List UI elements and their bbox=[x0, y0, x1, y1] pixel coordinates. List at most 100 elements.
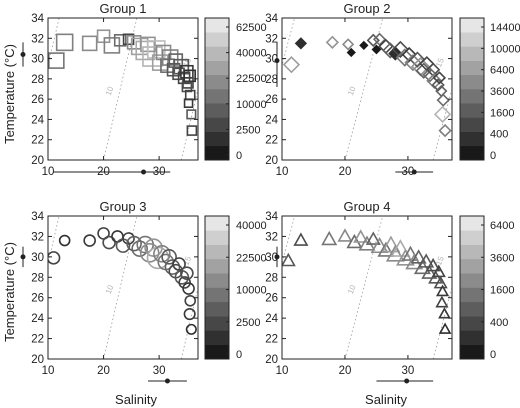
colorbar-segment bbox=[205, 258, 229, 274]
data-point bbox=[111, 230, 124, 243]
x-tick-label: 10 bbox=[42, 166, 55, 178]
data-point bbox=[337, 228, 353, 242]
y-axis-label-top: Temperature (°C) bbox=[2, 44, 17, 144]
data-point bbox=[435, 284, 450, 297]
colorbar-segment bbox=[205, 60, 229, 76]
data-point bbox=[391, 40, 410, 59]
y-tick-label: 28 bbox=[31, 74, 44, 86]
y-tick-label: 28 bbox=[265, 74, 278, 86]
colorbar-tick-label: 10000 bbox=[236, 285, 267, 297]
data-point bbox=[426, 72, 443, 90]
data-point bbox=[353, 229, 369, 243]
colorbar-segment bbox=[205, 316, 229, 331]
colorbar-segment bbox=[205, 230, 229, 245]
y-mean-marker bbox=[274, 254, 280, 260]
data-point bbox=[433, 275, 448, 289]
contour-line bbox=[180, 285, 198, 359]
data-point bbox=[178, 276, 191, 289]
colorbar-segment bbox=[205, 103, 229, 118]
data-point bbox=[183, 308, 196, 321]
data-point bbox=[390, 239, 411, 257]
data-point bbox=[377, 241, 395, 257]
data-point bbox=[282, 252, 296, 267]
colorbar-frame bbox=[459, 17, 485, 161]
data-point bbox=[341, 38, 355, 51]
contour-label: 10 bbox=[346, 85, 358, 97]
data-point bbox=[172, 257, 186, 271]
y-tick-label: 30 bbox=[31, 252, 44, 264]
data-point bbox=[428, 270, 444, 284]
colorbar-segment bbox=[205, 117, 229, 132]
colorbar-tick-label: 6400 bbox=[490, 220, 514, 232]
x-mean-marker bbox=[141, 169, 147, 175]
colorbar-segment bbox=[460, 258, 484, 274]
colorbar-segment bbox=[460, 18, 484, 33]
data-point bbox=[153, 244, 171, 263]
y-mean-marker bbox=[20, 254, 26, 260]
colorbar-segment bbox=[460, 117, 484, 132]
data-points bbox=[48, 227, 197, 335]
data-point bbox=[164, 259, 181, 275]
x-axis-label-right: Salinity bbox=[365, 392, 407, 407]
panel-title: Group 1 bbox=[100, 1, 147, 16]
colorbar-segment bbox=[460, 89, 484, 104]
data-point bbox=[435, 295, 449, 308]
y-axis-label-bottom: Temperature (°C) bbox=[2, 242, 17, 342]
y-mean-marker bbox=[20, 52, 26, 58]
panel-title: Group 4 bbox=[344, 199, 391, 214]
data-point bbox=[438, 322, 452, 334]
contour-label: 15 bbox=[182, 56, 194, 68]
y-mean-marker bbox=[274, 58, 280, 64]
colorbar-segment bbox=[460, 273, 484, 288]
x-tick-label: 20 bbox=[339, 365, 352, 377]
y-tick-label: 24 bbox=[265, 114, 278, 126]
data-point bbox=[436, 93, 450, 107]
data-point bbox=[431, 78, 445, 92]
data-point bbox=[282, 56, 301, 74]
colorbar-segment bbox=[460, 287, 484, 303]
y-tick-label: 26 bbox=[31, 293, 44, 305]
x-tick-label: 10 bbox=[42, 365, 55, 377]
data-point bbox=[131, 240, 148, 257]
data-point bbox=[182, 282, 195, 295]
colorbar-segment bbox=[205, 301, 229, 317]
plot-frame bbox=[281, 17, 453, 161]
colorbar-tick-label: 1600 bbox=[490, 107, 514, 119]
contour-label: 10 bbox=[104, 85, 116, 97]
data-points bbox=[282, 228, 452, 334]
data-point bbox=[365, 231, 381, 245]
colorbar-segment bbox=[460, 216, 484, 231]
colorbar-frame bbox=[204, 17, 230, 161]
colorbar-segment bbox=[205, 344, 229, 360]
colorbar-frame bbox=[459, 215, 485, 360]
data-point bbox=[325, 35, 340, 49]
y-tick-label: 34 bbox=[31, 13, 44, 25]
y-tick-label: 20 bbox=[265, 155, 278, 167]
data-point bbox=[83, 234, 96, 247]
colorbar-tick-label: 0 bbox=[490, 349, 496, 361]
colorbar-segment bbox=[460, 301, 484, 317]
data-point bbox=[48, 52, 65, 69]
data-point bbox=[401, 46, 417, 63]
x-tick-label: 10 bbox=[276, 365, 289, 377]
colorbar-segment bbox=[460, 46, 484, 61]
y-tick-label: 32 bbox=[265, 33, 278, 45]
colorbar-tick-label: 62500 bbox=[236, 22, 267, 34]
data-point bbox=[321, 230, 338, 246]
colorbar-segment bbox=[460, 131, 484, 147]
data-point bbox=[55, 33, 74, 52]
data-point bbox=[183, 69, 196, 83]
panel-title: Group 3 bbox=[100, 199, 147, 214]
data-point bbox=[186, 109, 197, 120]
data-point bbox=[113, 34, 127, 47]
colorbar-segment bbox=[205, 244, 229, 260]
y-tick-label: 28 bbox=[31, 272, 44, 284]
y-tick-label: 20 bbox=[265, 354, 278, 366]
x-tick-label: 30 bbox=[402, 365, 415, 377]
y-tick-label: 26 bbox=[265, 94, 278, 106]
colorbar-segment bbox=[460, 145, 484, 161]
